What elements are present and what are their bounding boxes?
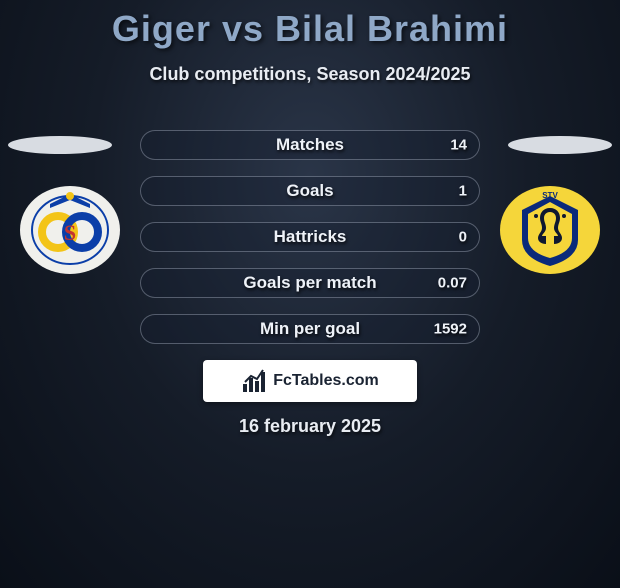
stat-label: Goals bbox=[286, 181, 333, 201]
svg-text:S: S bbox=[64, 220, 76, 245]
stat-row: Goals per match 0.07 bbox=[140, 268, 480, 298]
stat-value-right: 0.07 bbox=[438, 275, 467, 292]
subtitle: Club competitions, Season 2024/2025 bbox=[0, 64, 620, 85]
svg-text:STV: STV bbox=[542, 191, 558, 200]
stat-row: Min per goal 1592 bbox=[140, 314, 480, 344]
stat-label: Matches bbox=[276, 135, 344, 155]
stats-table: Matches 14 Goals 1 Hattricks 0 Goals per… bbox=[140, 130, 480, 360]
stat-row: Matches 14 bbox=[140, 130, 480, 160]
brand-text: FcTables.com bbox=[273, 372, 379, 390]
bar-chart-icon bbox=[241, 368, 267, 394]
stat-row: Hattricks 0 bbox=[140, 222, 480, 252]
stat-label: Min per goal bbox=[260, 319, 360, 339]
date-label: 16 february 2025 bbox=[239, 416, 381, 437]
brand-logo[interactable]: FcTables.com bbox=[203, 360, 417, 402]
team-badge-left: S bbox=[20, 186, 120, 274]
shadow-ellipse-left bbox=[8, 136, 112, 154]
stat-value-right: 14 bbox=[450, 137, 467, 154]
stat-value-right: 1 bbox=[459, 183, 467, 200]
stat-label: Hattricks bbox=[274, 227, 347, 247]
stat-row: Goals 1 bbox=[140, 176, 480, 206]
stat-label: Goals per match bbox=[243, 273, 376, 293]
stat-value-right: 1592 bbox=[434, 321, 467, 338]
shadow-ellipse-right bbox=[508, 136, 612, 154]
stat-value-right: 0 bbox=[459, 229, 467, 246]
page-title: Giger vs Bilal Brahimi bbox=[0, 8, 620, 50]
team-badge-right: STV bbox=[500, 186, 600, 274]
